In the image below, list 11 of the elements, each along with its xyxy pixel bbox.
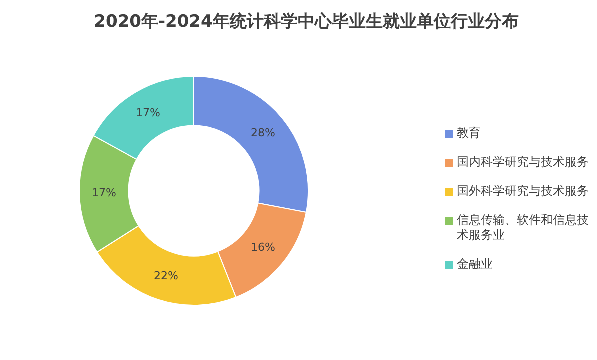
- data-label: 17%: [92, 186, 116, 200]
- chart-title: 2020年-2024年统计科学中心毕业生就业单位行业分布: [93, 11, 520, 33]
- legend-label: 国外科学研究与技术服务: [457, 184, 589, 199]
- legend-label: 国内科学研究与技术服务: [457, 155, 589, 170]
- data-label: 28%: [251, 126, 276, 140]
- data-label: 16%: [251, 241, 276, 254]
- data-label: 17%: [136, 106, 160, 120]
- data-label: 22%: [154, 269, 178, 282]
- legend-label: 教育: [457, 126, 481, 141]
- legend-label: 金融业: [457, 257, 493, 272]
- legend-label: 信息传输、软件和信息技术服务业: [457, 213, 590, 243]
